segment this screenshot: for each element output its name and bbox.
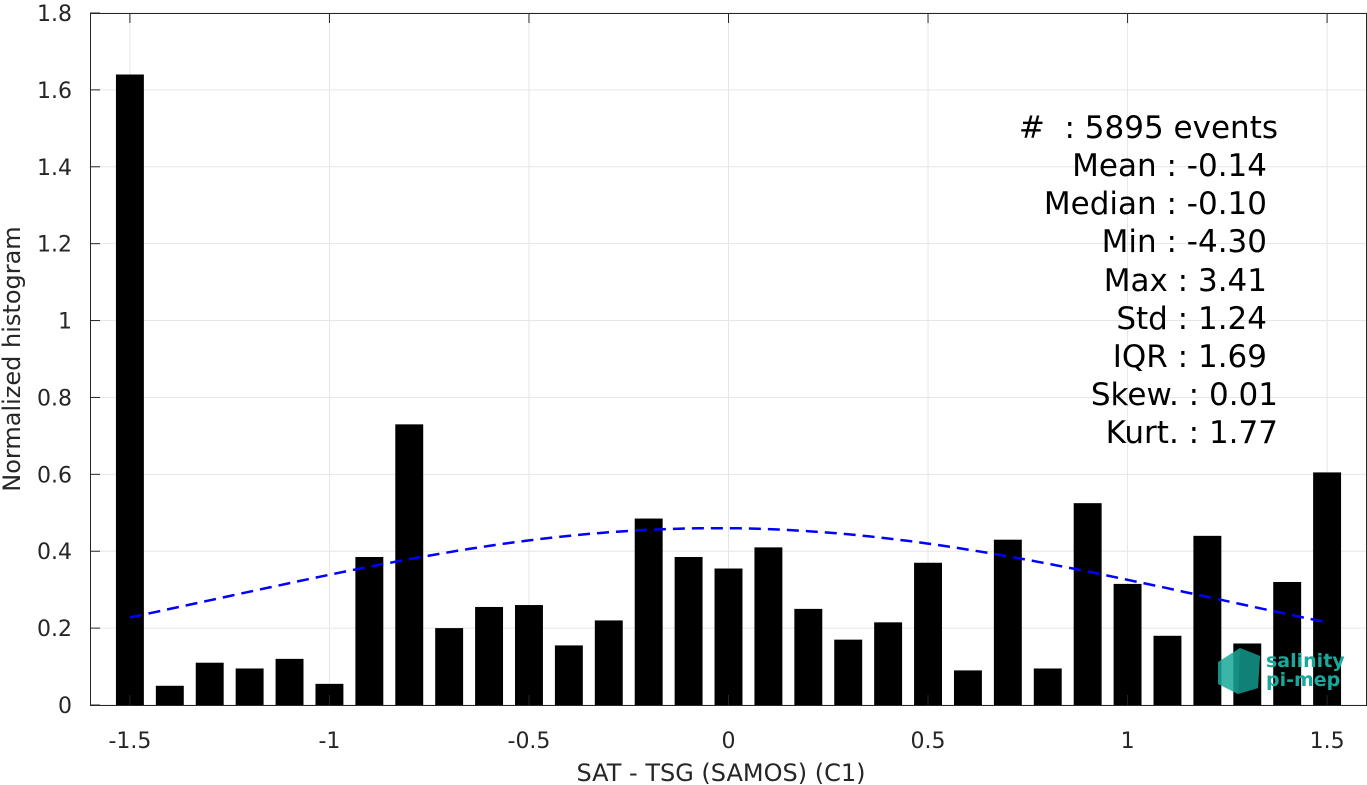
y-tick-labels: 0 0.2 0.4 0.6 0.8 1 1.2 1.4 1.6 1.8: [37, 2, 72, 719]
histogram-bar: [195, 662, 224, 705]
histogram-bar: [714, 568, 743, 705]
histogram-bar: [1273, 581, 1302, 705]
stats-min: Min : -4.30: [1102, 224, 1267, 260]
histogram-bar: [674, 556, 703, 705]
y-tick-label: 1.6: [37, 79, 72, 104]
x-tick-label: -1.5: [108, 729, 151, 754]
stats-skew: Skew. : 0.01: [1091, 377, 1278, 413]
histogram-bar: [834, 639, 863, 705]
x-tick-label: 1.5: [1310, 729, 1345, 754]
x-tick-label: 0.5: [911, 729, 946, 754]
histogram-bar: [1033, 668, 1062, 705]
x-tick-labels: -1.5 -1 -0.5 0 0.5 1 1.5: [108, 729, 1344, 754]
histogram-bar: [1113, 583, 1142, 705]
y-tick-label: 1.8: [37, 2, 72, 27]
histogram-bar: [515, 605, 543, 705]
histogram-bar: [794, 608, 823, 705]
salinity-pimep-logo: salinity pi-mep: [1218, 648, 1345, 694]
histogram-bars: [115, 74, 1342, 705]
histogram-bar: [115, 74, 144, 705]
stats-median: Median : -0.10: [1044, 186, 1267, 222]
y-tick-label: 0.6: [37, 463, 72, 488]
histogram-bar: [953, 670, 982, 705]
histogram-bar: [395, 424, 424, 705]
histogram-bar: [1313, 472, 1342, 705]
histogram-bar: [914, 562, 942, 705]
stats-max: Max : 3.41: [1104, 263, 1267, 299]
histogram-bar: [475, 606, 504, 705]
stats-mean: Mean : -0.14: [1072, 148, 1267, 184]
x-tick-label: 0: [722, 729, 736, 754]
y-tick-label: 0.4: [37, 540, 72, 565]
stats-box: # : 5895 events Mean : -0.14 Median : -0…: [1019, 110, 1278, 451]
stats-std: Std : 1.24: [1116, 301, 1267, 337]
histogram-bar: [1073, 503, 1102, 705]
histogram-bar: [355, 556, 384, 705]
y-tick-label: 1.4: [37, 156, 72, 181]
axis-ticks: [90, 12, 1328, 706]
histogram-bar: [594, 620, 623, 705]
normal-fit-curve: [129, 526, 1328, 624]
y-axis-label: Normalized histogram: [0, 226, 26, 491]
histogram-bar: [754, 547, 783, 705]
x-tick-label: -0.5: [508, 729, 551, 754]
x-tick-label: -1: [318, 729, 340, 754]
stats-count: # : 5895 events: [1019, 110, 1278, 146]
stats-kurt: Kurt. : 1.77: [1106, 415, 1278, 451]
histogram-bar: [155, 685, 184, 705]
histogram-bar: [275, 658, 304, 705]
stats-iqr: IQR : 1.69: [1113, 339, 1267, 375]
y-tick-label: 1.2: [37, 233, 72, 258]
histogram-bar: [1193, 535, 1222, 705]
histogram-bar: [1153, 635, 1182, 705]
logo-text-pimep: pi-mep: [1266, 669, 1340, 691]
fit-curve-line: [129, 526, 1328, 624]
x-axis-label: SAT - TSG (SAMOS) (C1): [577, 759, 866, 785]
histogram-bar: [554, 645, 583, 705]
histogram-bar: [315, 683, 344, 705]
y-tick-label: 0: [58, 694, 72, 719]
histogram-bar: [634, 518, 663, 705]
y-tick-label: 0.8: [37, 386, 72, 411]
histogram-bar: [993, 539, 1022, 705]
x-tick-label: 1: [1121, 729, 1135, 754]
logo-icon-facet: [1238, 648, 1260, 694]
histogram-bar: [874, 622, 903, 705]
logo-text-salinity: salinity: [1266, 650, 1345, 672]
histogram-bar: [235, 668, 264, 705]
histogram-bar: [435, 628, 464, 705]
y-tick-label: 0.2: [37, 617, 72, 642]
y-tick-label: 1: [58, 310, 72, 335]
